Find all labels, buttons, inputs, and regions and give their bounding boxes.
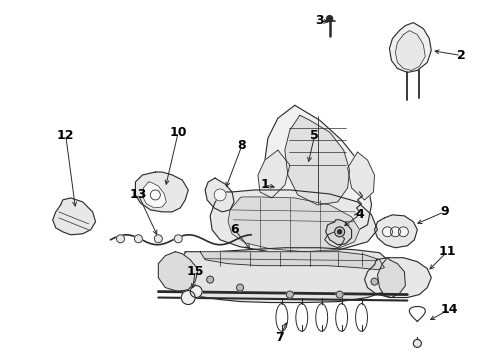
Polygon shape	[210, 190, 377, 253]
Text: 3: 3	[316, 14, 324, 27]
Circle shape	[327, 15, 333, 22]
Text: 11: 11	[439, 245, 456, 258]
Circle shape	[383, 227, 392, 237]
Polygon shape	[377, 258, 405, 298]
Text: 12: 12	[57, 129, 74, 142]
Polygon shape	[265, 105, 371, 238]
Text: 1: 1	[261, 179, 270, 192]
Polygon shape	[347, 152, 374, 200]
Circle shape	[371, 278, 378, 285]
Text: 2: 2	[457, 49, 465, 62]
Text: 8: 8	[238, 139, 246, 152]
Polygon shape	[390, 23, 431, 72]
Text: 13: 13	[130, 188, 147, 202]
Circle shape	[398, 227, 408, 237]
Circle shape	[335, 227, 344, 237]
Polygon shape	[135, 172, 188, 212]
Circle shape	[190, 285, 202, 298]
Circle shape	[237, 284, 244, 291]
Polygon shape	[325, 232, 344, 248]
Circle shape	[286, 291, 294, 298]
Circle shape	[391, 227, 400, 237]
Polygon shape	[143, 182, 166, 208]
Text: 14: 14	[441, 303, 458, 316]
Text: 10: 10	[170, 126, 187, 139]
Circle shape	[214, 189, 226, 201]
Polygon shape	[285, 115, 349, 205]
Polygon shape	[395, 31, 425, 71]
Circle shape	[336, 291, 343, 298]
Polygon shape	[200, 252, 385, 270]
Circle shape	[414, 339, 421, 347]
Circle shape	[174, 235, 182, 243]
Polygon shape	[53, 198, 96, 235]
Polygon shape	[205, 178, 234, 212]
Circle shape	[117, 235, 124, 243]
Polygon shape	[228, 197, 360, 252]
Polygon shape	[374, 215, 417, 248]
Text: 5: 5	[310, 129, 319, 142]
Circle shape	[154, 235, 162, 243]
Polygon shape	[158, 252, 198, 292]
Text: 9: 9	[440, 205, 448, 219]
Polygon shape	[258, 150, 290, 198]
Text: 7: 7	[275, 331, 284, 344]
Polygon shape	[326, 220, 352, 245]
Circle shape	[338, 230, 342, 234]
Circle shape	[207, 276, 214, 283]
Circle shape	[150, 190, 160, 200]
Text: 6: 6	[231, 223, 239, 236]
Text: 15: 15	[186, 265, 204, 278]
Polygon shape	[365, 258, 431, 298]
Circle shape	[181, 291, 195, 305]
Text: 4: 4	[355, 208, 364, 221]
Circle shape	[134, 235, 143, 243]
Polygon shape	[178, 248, 392, 302]
